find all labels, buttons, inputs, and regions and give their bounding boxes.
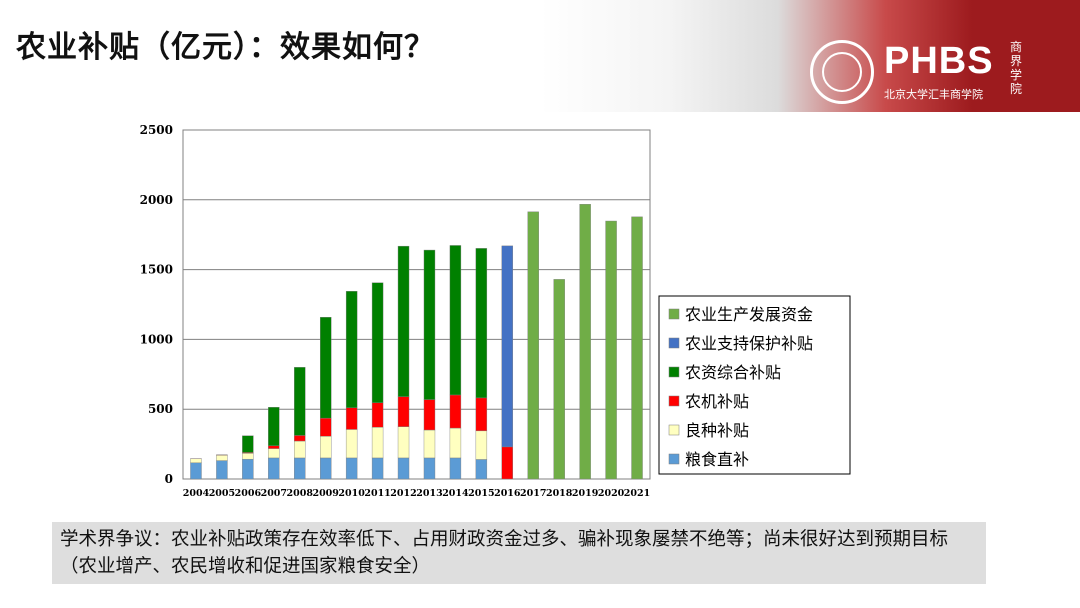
x-tick-label: 2018 xyxy=(546,488,573,499)
bar-segment xyxy=(319,457,332,480)
bar-segment xyxy=(371,282,384,403)
bar-segment xyxy=(449,245,462,396)
bar-segment xyxy=(268,407,280,446)
x-tick-label: 2021 xyxy=(624,488,650,499)
bar-segment xyxy=(242,435,254,453)
bar-segment xyxy=(294,367,306,436)
bar-segment xyxy=(605,220,617,480)
bar-segment xyxy=(345,429,358,459)
x-tick-label: 2010 xyxy=(338,488,365,499)
x-tick-label: 2006 xyxy=(235,488,262,499)
bar-segment xyxy=(268,448,280,459)
phbs-logo-subtitle: 北京大学汇丰商学院 xyxy=(884,88,983,101)
x-tick-label: 2015 xyxy=(468,488,494,499)
bar-segment xyxy=(475,430,488,460)
y-tick-label: 0 xyxy=(165,472,173,486)
legend-swatch xyxy=(668,366,680,378)
bar-segment xyxy=(242,458,254,480)
legend-label: 粮食直补 xyxy=(685,450,749,469)
legend-box xyxy=(658,295,851,475)
bar-segment xyxy=(242,453,254,460)
bar-segment xyxy=(345,407,358,430)
bar-segment xyxy=(319,417,332,437)
legend-label: 农业支持保护补贴 xyxy=(685,334,813,353)
legend-label: 农业生产发展资金 xyxy=(685,305,813,324)
seal-inner-ring xyxy=(822,52,862,92)
subsidy-chart: 0 500 1000 1500 2000 2500 2004 2005 2006 2007 2008… xyxy=(140,123,851,499)
y-tick-label: 2500 xyxy=(140,123,173,137)
x-tick-label: 2009 xyxy=(312,488,339,499)
bar-segment xyxy=(449,457,462,480)
bar-segment xyxy=(423,457,436,480)
bar-segment xyxy=(190,458,202,464)
legend-swatch xyxy=(668,453,680,465)
bar-segment xyxy=(579,204,591,480)
x-tick-label: 2005 xyxy=(209,488,235,499)
bar-segment xyxy=(397,245,410,397)
y-tick-label: 1500 xyxy=(140,263,173,277)
bar-segment xyxy=(190,462,202,480)
x-tick-label: 2017 xyxy=(520,488,546,499)
legend-label: 良种补贴 xyxy=(685,421,749,440)
plot-area xyxy=(182,129,651,480)
bar-segment xyxy=(216,454,228,461)
bar-segment xyxy=(216,460,228,480)
bar-segment xyxy=(345,291,358,409)
bar-segment xyxy=(475,397,488,432)
academic-note: 学术界争议：农业补贴政策存在效率低下、占用财政资金过多、骗补现象屡禁不绝等；尚未… xyxy=(52,522,986,584)
bar-segment xyxy=(397,426,410,459)
x-tick-label: 2011 xyxy=(364,488,390,499)
bar-segment xyxy=(319,317,332,419)
bar-segment xyxy=(423,429,436,459)
x-tick-label: 2019 xyxy=(572,488,599,499)
bar-segment xyxy=(553,279,565,480)
x-tick-label: 2014 xyxy=(442,488,469,499)
phbs-calligraphy: 商界学院 xyxy=(1009,40,1022,96)
bar-segment xyxy=(345,457,358,480)
x-tick-label: 2008 xyxy=(287,488,314,499)
bar-segment xyxy=(631,216,643,480)
bar-segment xyxy=(449,394,462,429)
bar-segment xyxy=(501,446,514,480)
legend-swatch xyxy=(668,424,680,436)
x-tick-label: 2016 xyxy=(494,488,521,499)
bar-segment xyxy=(501,245,514,448)
bar-segment xyxy=(475,248,488,399)
x-tick-label: 2013 xyxy=(416,488,442,499)
bar-segment xyxy=(371,457,384,480)
x-tick-label: 2020 xyxy=(598,488,625,499)
bar-segment xyxy=(423,249,436,400)
bar-segment xyxy=(319,436,332,459)
bar-segment xyxy=(423,399,436,431)
bar-segment xyxy=(268,445,280,449)
y-tick-label: 2000 xyxy=(140,193,173,207)
y-tick-label: 500 xyxy=(148,402,173,416)
x-tick-label: 2012 xyxy=(390,488,416,499)
bar-segment xyxy=(268,457,280,480)
legend-swatch xyxy=(668,337,680,349)
bar-segment xyxy=(294,440,306,459)
bar-segment xyxy=(475,459,488,480)
legend-label: 农资综合补贴 xyxy=(685,363,781,382)
page-title: 农业补贴（亿元）：效果如何？ xyxy=(16,30,435,65)
bar-segment xyxy=(294,435,306,442)
bar-segment xyxy=(449,427,462,459)
legend-swatch xyxy=(668,308,680,320)
bar-segment xyxy=(371,427,384,459)
header-band xyxy=(0,0,1080,112)
x-tick-label: 2007 xyxy=(261,488,287,499)
x-tick-label: 2004 xyxy=(183,488,210,499)
legend-label: 农机补贴 xyxy=(685,392,749,411)
y-tick-label: 1000 xyxy=(140,332,173,346)
bar-segment xyxy=(397,457,410,480)
legend-swatch xyxy=(668,395,680,407)
pku-seal-icon xyxy=(810,40,874,104)
bar-segment xyxy=(294,457,306,480)
bar-segment xyxy=(371,402,384,428)
bar-segment xyxy=(397,396,410,427)
phbs-logo-text: PHBS xyxy=(884,40,994,82)
bar-segment xyxy=(527,211,539,480)
